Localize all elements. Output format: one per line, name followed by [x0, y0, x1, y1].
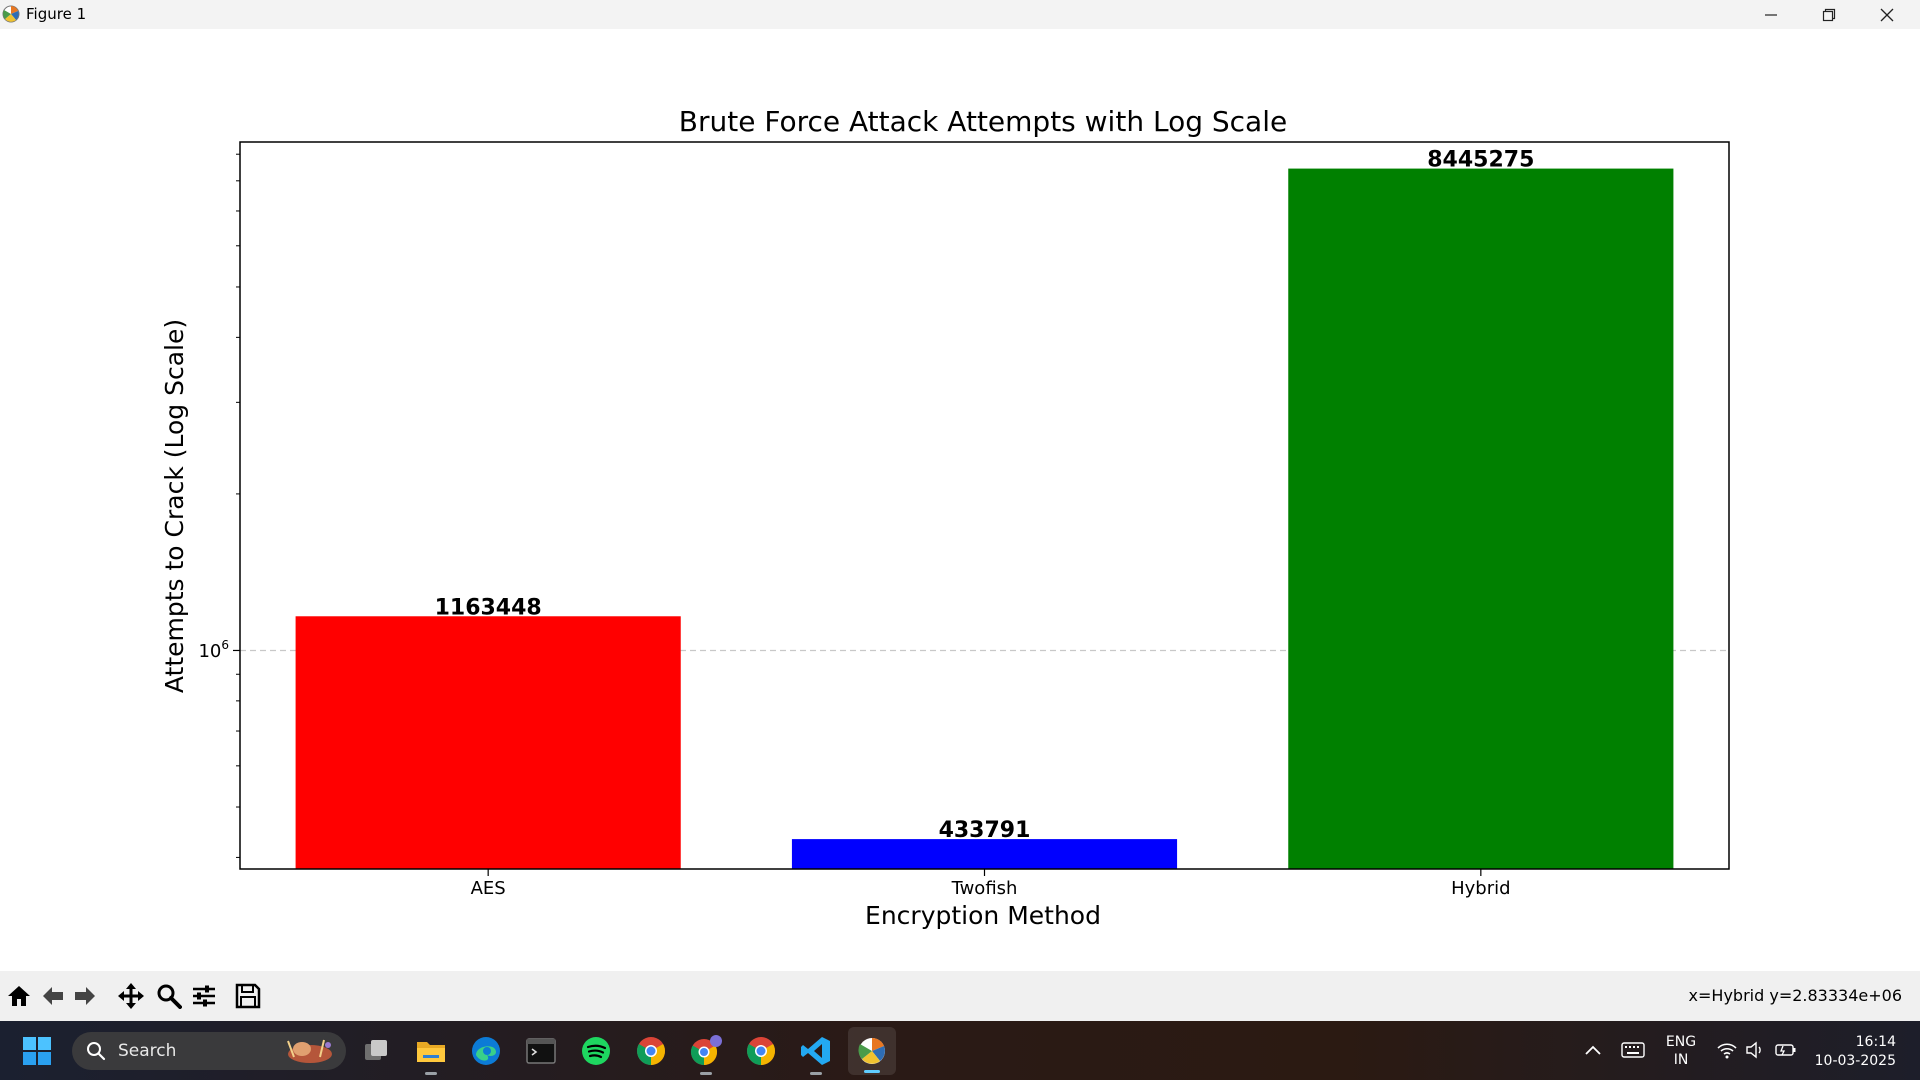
pan-button[interactable]: [116, 981, 146, 1011]
close-button[interactable]: [1858, 0, 1916, 29]
x-tick-label: AES: [471, 878, 506, 899]
y-tick-label-1e6: 106: [198, 638, 229, 662]
zoom-button[interactable]: [154, 981, 184, 1011]
chrome-button[interactable]: [633, 1033, 669, 1069]
terminal-button[interactable]: [523, 1033, 559, 1069]
language-indicator[interactable]: ENG IN: [1664, 1033, 1698, 1069]
chrome-icon: [747, 1037, 775, 1065]
y-axis-label: Attempts to Crack (Log Scale): [160, 319, 189, 693]
bar-chart: Brute Force Attack Attempts with Log Sca…: [160, 105, 1730, 930]
taskbar: Search ENG IN 16:14: [0, 1021, 1920, 1080]
chrome-profile-icon: [690, 1035, 722, 1066]
minimize-icon: [1765, 13, 1777, 16]
window-title: Figure 1: [26, 5, 87, 23]
chrome-icon: [637, 1037, 665, 1065]
matplotlib-icon: [2, 5, 20, 23]
wifi-icon[interactable]: [1716, 1040, 1738, 1060]
minimize-button[interactable]: [1742, 0, 1800, 29]
volume-icon[interactable]: [1745, 1040, 1765, 1060]
running-indicator: [425, 1072, 437, 1075]
language-code: ENG: [1665, 1034, 1697, 1050]
coordinate-readout: x=Hybrid y=2.83334e+06: [1688, 986, 1902, 1005]
bar-value-label: 8445275: [1427, 148, 1534, 173]
close-icon: [1880, 8, 1894, 21]
bar-value-label: 433791: [939, 818, 1031, 843]
terminal-icon: [526, 1038, 556, 1064]
chart-title: Brute Force Attack Attempts with Log Sca…: [679, 105, 1287, 138]
y-tick-base: 10: [198, 641, 221, 662]
forward-icon: [75, 987, 95, 1005]
configure-button[interactable]: [189, 981, 219, 1011]
figure-canvas[interactable]: Brute Force Attack Attempts with Log Sca…: [0, 29, 1920, 971]
chevron-up-icon[interactable]: [1584, 1043, 1602, 1057]
edge-button[interactable]: [468, 1033, 504, 1069]
running-indicator: [700, 1072, 712, 1075]
window-titlebar: Figure 1: [0, 0, 1920, 29]
pan-icon: [118, 983, 144, 1009]
bar-hybrid: [1288, 168, 1674, 869]
system-clock[interactable]: 16:14 10-03-2025: [1815, 1033, 1896, 1071]
clock-time: 16:14: [1855, 1034, 1896, 1050]
bar-twofish: [791, 839, 1178, 869]
forward-button[interactable]: [70, 981, 100, 1011]
task-view-button[interactable]: [358, 1033, 394, 1069]
spotify-button[interactable]: [578, 1033, 614, 1069]
x-axis-label: Encryption Method: [865, 901, 1101, 930]
region-code: IN: [1673, 1052, 1689, 1068]
taskbar-search[interactable]: Search: [72, 1032, 346, 1070]
restore-button[interactable]: [1800, 0, 1858, 29]
bar-value-label: 1163448: [435, 595, 542, 620]
active-indicator: [864, 1070, 880, 1073]
save-button[interactable]: [233, 981, 263, 1011]
x-tick-label: Hybrid: [1451, 878, 1510, 899]
back-button[interactable]: [38, 981, 68, 1011]
zoom-icon: [157, 984, 182, 1009]
chrome-profile-button[interactable]: [688, 1033, 724, 1075]
search-label: Search: [118, 1041, 177, 1061]
navigation-toolbar: x=Hybrid y=2.83334e+06: [0, 971, 1920, 1021]
battery-icon[interactable]: [1774, 1040, 1798, 1060]
vscode-icon: [801, 1037, 830, 1065]
configure-icon: [193, 985, 215, 1007]
search-icon: [87, 1042, 106, 1061]
bar-aes: [295, 616, 681, 869]
search-highlight-icon: [287, 1039, 332, 1063]
spotify-icon: [582, 1037, 610, 1065]
save-icon: [235, 983, 261, 1009]
matplotlib-icon: [858, 1038, 885, 1064]
clock-date: 10-03-2025: [1814, 1053, 1896, 1069]
matplotlib-figure-button[interactable]: [848, 1027, 896, 1075]
home-button[interactable]: [4, 981, 34, 1011]
task-view-icon: [365, 1040, 387, 1060]
x-tick-label: Twofish: [951, 878, 1018, 899]
back-icon: [43, 987, 63, 1005]
y-tick-exponent: 6: [221, 638, 229, 652]
file-explorer-icon: [417, 1042, 445, 1062]
running-indicator: [810, 1072, 822, 1075]
home-icon: [8, 986, 30, 1006]
vscode-button[interactable]: [798, 1033, 834, 1075]
restore-icon: [1822, 8, 1836, 21]
edge-icon: [472, 1037, 500, 1065]
file-explorer-button[interactable]: [413, 1033, 449, 1075]
keyboard-icon[interactable]: [1621, 1040, 1645, 1060]
chrome-button-2[interactable]: [743, 1033, 779, 1069]
windows-start-icon[interactable]: [22, 1036, 52, 1066]
